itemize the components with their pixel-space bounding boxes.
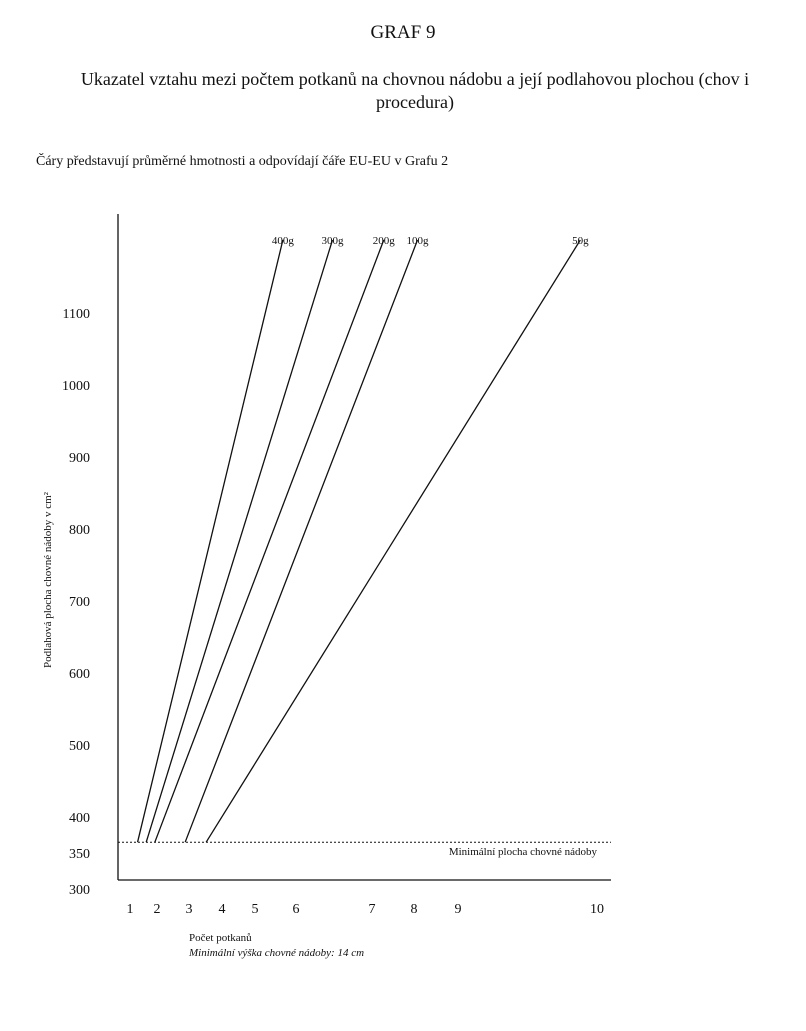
series-line-50g <box>205 239 581 843</box>
x-axis-label: Počet potkanů <box>189 932 252 944</box>
series-line-300g <box>145 239 334 843</box>
y-tick-label: 1100 <box>63 307 90 322</box>
x-tick-label: 9 <box>455 902 462 917</box>
chart-note: Čáry představují průměrné hmotnosti a od… <box>36 154 449 169</box>
x-axis-subtitle: Minimální výška chovné nádoby: 14 cm <box>189 947 365 959</box>
x-tick-label: 8 <box>411 902 418 917</box>
series-label-200g: 200g <box>373 235 396 247</box>
y-tick-label: 900 <box>69 451 90 466</box>
x-tick-label: 3 <box>186 902 193 917</box>
series-line-100g <box>184 239 419 843</box>
series-label-300g: 300g <box>321 235 344 247</box>
y-tick-label: 600 <box>69 667 90 682</box>
y-tick-label: 350 <box>69 847 90 862</box>
series-label-400g: 400g <box>272 235 295 247</box>
series-line-400g <box>136 239 284 843</box>
x-tick-label: 6 <box>293 902 300 917</box>
x-tick-label: 2 <box>154 902 161 917</box>
series-label-50g: 50g <box>572 235 589 247</box>
y-tick-label: 1000 <box>62 379 90 394</box>
x-tick-label: 10 <box>590 902 604 917</box>
x-tick-label: 5 <box>252 902 259 917</box>
x-tick-label: 4 <box>219 902 226 917</box>
y-tick-label: 700 <box>69 595 90 610</box>
series-label-100g: 100g <box>407 235 430 247</box>
series-line-200g <box>154 239 385 843</box>
graph-number-title: GRAF 9 <box>370 22 436 43</box>
minimum-area-label: Minimální plocha chovné nádoby <box>449 846 598 858</box>
y-tick-label: 500 <box>69 739 90 754</box>
x-tick-label: 1 <box>127 902 134 917</box>
chart-title: Ukazatel vztahu mezi počtem potkanů na c… <box>80 69 750 112</box>
y-tick-label: 300 <box>69 883 90 898</box>
y-tick-label: 400 <box>69 811 90 826</box>
y-tick-label: 800 <box>69 523 90 538</box>
x-tick-label: 7 <box>369 902 376 917</box>
